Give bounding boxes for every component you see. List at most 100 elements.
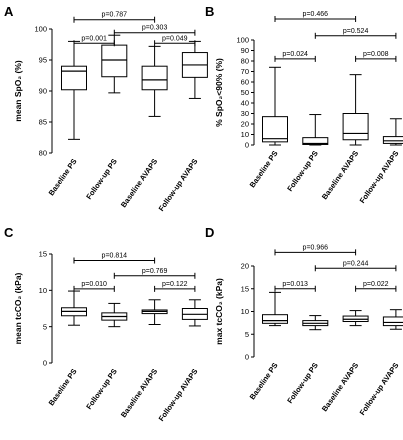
iqr-box (262, 116, 288, 143)
y-tick-label: 15 (39, 250, 47, 259)
comparison-bracket: p=0.769 (113, 268, 196, 279)
p-value-label: p=0.466 (303, 11, 329, 18)
y-tick-label: 0 (245, 141, 249, 150)
comparison-bracket: p=0.022 (355, 281, 397, 292)
panel-letter: D (205, 225, 214, 240)
y-tick-label: 85 (39, 118, 47, 127)
iqr-box (141, 65, 168, 91)
iqr-box (382, 316, 403, 327)
y-tick-label: 100 (236, 36, 249, 45)
x-category-label: Baseline PS (47, 367, 79, 407)
y-tick-label: 0 (245, 353, 249, 362)
y-axis-title: mean SpO₂ (%) (13, 60, 23, 122)
comparison-bracket: p=0.524 (314, 28, 397, 39)
p-value-label: p=0.814 (102, 253, 128, 260)
y-tick-label: 15 (241, 284, 249, 293)
box-2 (302, 315, 329, 331)
y-axis-title: max tcCO₂ (kPa) (214, 278, 224, 345)
box-4 (382, 118, 403, 146)
y-tick-label: 50 (241, 88, 249, 97)
p-value-label: p=0.244 (343, 260, 369, 267)
x-category-label: Follow-up PS (285, 149, 320, 193)
p-value-label: p=0.010 (81, 281, 107, 288)
y-tick-label: 100 (34, 25, 47, 34)
box-3 (141, 299, 168, 325)
y-axis-title: mean tcCO₂ (kPa) (13, 272, 23, 344)
comparison-bracket: p=0.814 (73, 253, 156, 264)
comparison-bracket: p=0.787 (73, 12, 156, 23)
y-tick-label: 95 (39, 56, 47, 65)
iqr-box (101, 44, 128, 78)
panel-letter: A (4, 4, 14, 19)
y-tick-label: 5 (43, 322, 47, 331)
y-tick-label: 10 (241, 307, 249, 316)
comparison-bracket: p=0.049 (154, 35, 196, 47)
p-value-label: p=0.001 (81, 35, 107, 42)
y-tick-label: 20 (241, 120, 249, 129)
x-category-label: Baseline PS (248, 149, 280, 189)
iqr-box (61, 65, 87, 91)
y-tick-label: 0 (43, 359, 47, 368)
iqr-box (302, 137, 329, 145)
x-category-label: Baseline AVAPS (119, 367, 159, 419)
y-tick-label: 40 (241, 99, 249, 108)
y-tick-label: 5 (245, 330, 249, 339)
y-tick-label: 30 (241, 109, 249, 118)
p-value-label: p=0.049 (162, 35, 188, 42)
x-category-label: Follow-up PS (84, 157, 119, 201)
x-category-label: Follow-up PS (285, 361, 320, 405)
box-3 (342, 310, 369, 327)
comparison-bracket: p=0.244 (314, 260, 397, 272)
p-value-label: p=0.013 (282, 281, 308, 288)
y-axis-title: % SpO₂<90% (%) (214, 58, 224, 127)
box-4 (382, 309, 403, 330)
panel-letter: B (205, 4, 214, 19)
y-tick-label: 80 (241, 57, 249, 66)
x-category-label: Follow-up AVAPS (358, 149, 401, 205)
box-1 (61, 40, 87, 140)
box-1 (262, 291, 288, 327)
y-tick-label: 80 (39, 149, 47, 158)
x-category-label: Follow-up PS (84, 367, 119, 411)
box-2 (101, 302, 128, 328)
comparison-bracket: p=0.013 (274, 281, 316, 292)
p-value-label: p=0.524 (343, 28, 369, 35)
x-category-label: Baseline AVAPS (119, 157, 159, 209)
y-tick-label: 90 (39, 87, 47, 96)
iqr-box (382, 136, 403, 144)
x-category-label: Baseline AVAPS (320, 361, 360, 413)
comparison-bracket: p=0.001 (73, 35, 115, 47)
x-category-label: Follow-up AVAPS (157, 157, 200, 213)
comparison-bracket: p=0.466 (274, 11, 357, 22)
comparison-bracket: p=0.966 (274, 244, 357, 256)
x-category-label: Follow-up AVAPS (157, 367, 200, 423)
comparison-bracket: p=0.122 (154, 281, 196, 292)
y-tick-label: 70 (241, 67, 249, 76)
y-tick-label: 20 (241, 262, 249, 271)
box-2 (302, 114, 329, 146)
comparison-bracket: p=0.024 (274, 51, 316, 62)
iqr-box (342, 113, 369, 141)
y-tick-label: 10 (39, 286, 47, 295)
p-value-label: p=0.122 (162, 281, 188, 288)
x-category-label: Baseline PS (248, 361, 280, 401)
p-value-label: p=0.966 (303, 244, 329, 251)
y-tick-label: 10 (241, 130, 249, 139)
box-3 (342, 74, 369, 146)
box-1 (262, 66, 288, 146)
p-value-label: p=0.024 (282, 51, 308, 58)
comparison-bracket: p=0.303 (113, 25, 196, 36)
box-3 (141, 45, 168, 117)
p-value-label: p=0.022 (363, 281, 389, 288)
box-4 (181, 299, 208, 327)
comparison-bracket: p=0.008 (355, 51, 397, 62)
p-value-label: p=0.303 (142, 25, 168, 32)
box-1 (61, 290, 87, 326)
iqr-box (262, 314, 288, 324)
x-category-label: Follow-up AVAPS (358, 361, 401, 417)
